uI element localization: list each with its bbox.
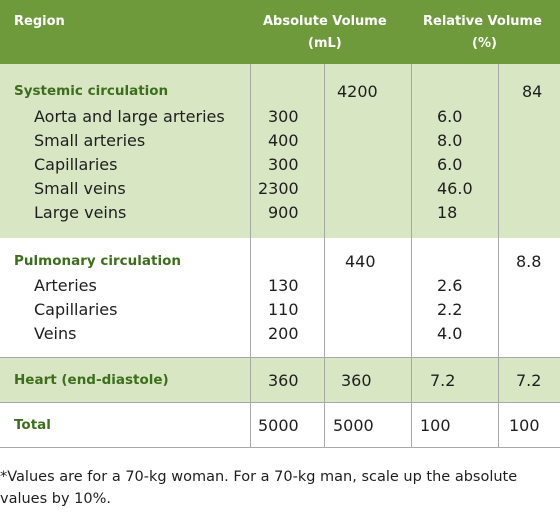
total-relative-total: 100 [509, 416, 540, 435]
row-label: Small veins [34, 179, 126, 198]
header-relative-unit: (%) [472, 36, 497, 51]
row-relative: 8.0 [437, 131, 463, 150]
total-absolute-total: 5000 [333, 416, 374, 435]
table-header [0, 0, 560, 64]
table-footnote: *Values are for a 70-kg woman. For a 70-… [0, 469, 518, 507]
row-relative: 6.0 [437, 107, 463, 126]
row-relative: 2.6 [437, 276, 463, 295]
row-absolute: 200 [268, 324, 299, 343]
row-absolute: 110 [268, 300, 299, 319]
row-label: Capillaries [34, 155, 118, 174]
systemic-title: Systemic circulation [14, 83, 169, 99]
row-absolute: 130 [268, 276, 299, 295]
pulmonary-relative-total: 8.8 [516, 252, 542, 271]
row-relative: 4.0 [437, 324, 463, 343]
systemic-section [0, 64, 560, 238]
header-relative-volume: Relative Volume [423, 14, 542, 29]
header-region: Region [14, 14, 65, 29]
column-divider [411, 64, 412, 448]
row-label: Veins [34, 324, 77, 343]
column-divider [498, 64, 499, 448]
heart-relative: 7.2 [430, 371, 456, 390]
pulmonary-title: Pulmonary circulation [14, 253, 181, 269]
header-absolute-volume: Absolute Volume [263, 14, 387, 29]
row-absolute: 300 [268, 107, 299, 126]
systemic-absolute-total: 4200 [337, 82, 378, 101]
row-label: Small arteries [34, 131, 146, 150]
heart-relative-total: 7.2 [516, 371, 542, 390]
divider [0, 357, 560, 358]
row-absolute: 400 [268, 131, 299, 150]
heart-title: Heart (end-diastole) [14, 372, 169, 388]
column-divider [250, 64, 251, 448]
row-absolute: 900 [268, 203, 299, 222]
total-section [0, 403, 560, 448]
heart-absolute: 360 [268, 371, 299, 390]
pulmonary-absolute-total: 440 [345, 252, 376, 271]
column-divider [324, 64, 325, 448]
row-relative: 6.0 [437, 155, 463, 174]
total-title: Total [14, 417, 51, 433]
pulmonary-section [0, 238, 560, 358]
header-absolute-unit: (mL) [308, 36, 342, 51]
row-label: Capillaries [34, 300, 118, 319]
total-absolute: 5000 [258, 416, 299, 435]
heart-absolute-total: 360 [341, 371, 372, 390]
row-relative: 2.2 [437, 300, 463, 319]
row-relative: 46.0 [437, 179, 473, 198]
row-label: Large veins [34, 203, 127, 222]
blood-volume-table: Region Absolute Volume (mL) Relative Vol… [0, 0, 560, 448]
divider [0, 447, 560, 448]
systemic-relative-total: 84 [522, 82, 543, 101]
divider [0, 402, 560, 403]
heart-section [0, 358, 560, 403]
row-relative: 18 [437, 203, 458, 222]
row-label: Aorta and large arteries [34, 107, 225, 126]
total-relative: 100 [420, 416, 451, 435]
row-absolute: 300 [268, 155, 299, 174]
row-label: Arteries [34, 276, 97, 295]
row-absolute: 2300 [258, 179, 299, 198]
